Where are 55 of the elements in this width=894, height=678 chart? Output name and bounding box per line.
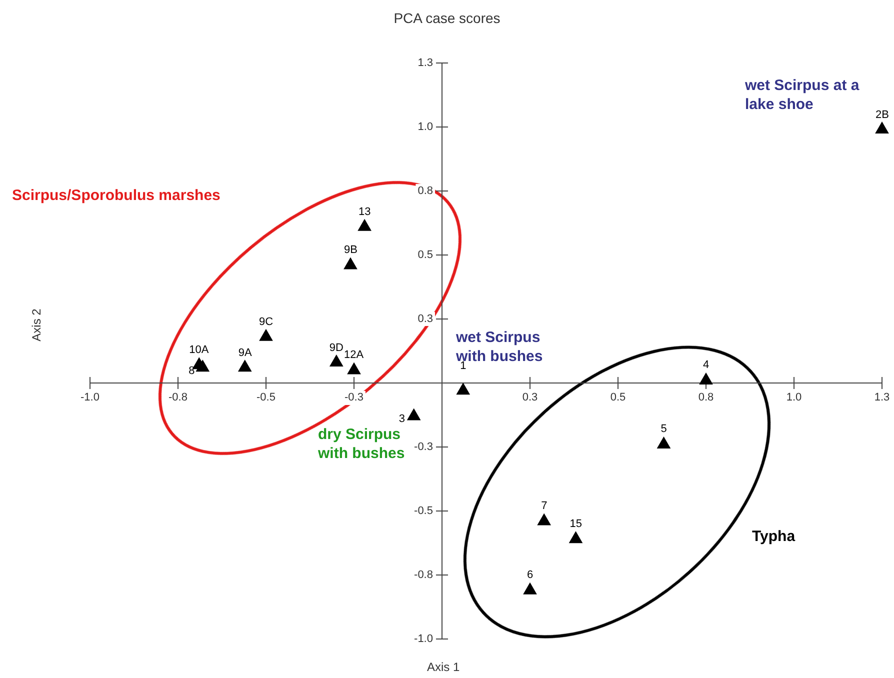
annotation: 9A [238,346,252,359]
y-tick-label: -0.3 [414,441,433,454]
y-tick-label: 0.5 [418,249,433,262]
annotation: 3 [398,413,405,426]
point [259,329,273,341]
annotation: 13 [358,206,371,218]
x-axis-title: Axis 1 [427,660,460,674]
annotation: 15 [570,518,582,530]
point [569,532,582,544]
point [238,360,252,372]
point [523,582,537,594]
x-tick-label: -0.8 [168,392,188,404]
x-tick-label: 1.0 [786,392,802,404]
annotation: 10A [189,344,209,356]
annotation: 9C [259,316,274,328]
annotation: 5 [660,423,667,436]
x-tick-label: 0.5 [610,392,626,404]
x-tick-label: 0.8 [698,392,714,404]
annotation: 4 [703,359,710,372]
annotation: 12A [344,349,364,362]
annotation: 9D [329,342,344,354]
point [344,258,358,270]
y-tick-label: 0.8 [418,185,433,198]
annotation: 7 [541,500,548,512]
y-axis-title: Axis 2 [29,308,44,342]
point [196,360,210,372]
point [657,436,670,448]
point [875,122,889,134]
x-tick-label: 1.3 [874,392,890,404]
x-tick-label: -0.3 [344,392,364,404]
x-tick-label: -0.5 [256,392,276,404]
point [358,219,372,231]
point [538,514,551,526]
y-tick-label: -0.8 [414,569,433,582]
annotation: 1 [460,360,466,372]
point [456,383,470,395]
y-tick-label: -1.0 [414,633,433,646]
point [699,372,713,384]
point [347,362,361,374]
x-tick-label: 0.3 [522,392,538,404]
y-tick-label: 1.3 [418,57,433,70]
point [330,355,343,367]
point [407,408,420,420]
y-tick-label: -0.5 [414,505,433,518]
annotation: 9B [344,244,358,256]
annotation: dry Scirpus with bushes [318,426,405,462]
x-tick-label: -1.0 [80,392,100,404]
annotation: Typha [752,527,796,546]
y-tick-label: 1.0 [418,121,433,134]
y-tick-label: 0.3 [418,313,433,326]
annotation: Scirpus/Sporobulus marshes [12,186,222,205]
chart-title: PCA case scores [392,10,502,26]
annotation: 2B [876,108,889,121]
annotation: 6 [527,569,534,582]
annotation: wet Scirpus at a lake shoe [745,77,860,113]
